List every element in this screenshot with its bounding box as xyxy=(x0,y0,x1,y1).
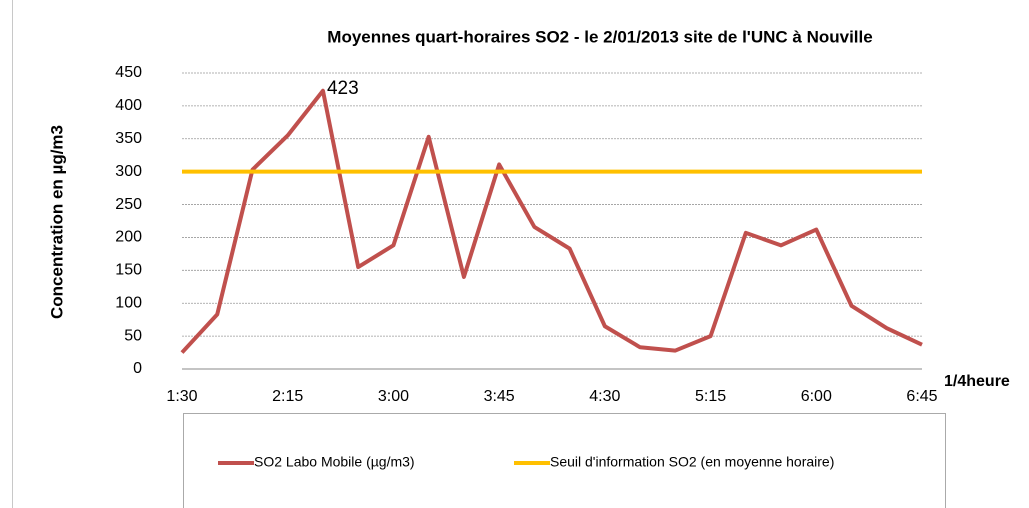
y-tick-label: 150 xyxy=(115,262,142,279)
chart-border xyxy=(12,0,1029,508)
x-tick-label: 2:15 xyxy=(272,388,303,405)
x-tick-label: 3:45 xyxy=(484,388,515,405)
legend-label: SO2 Labo Mobile (µg/m3) xyxy=(254,454,415,470)
x-axis-label: 1/4heure xyxy=(944,373,1010,390)
y-tick-label: 250 xyxy=(115,196,142,213)
x-tick-label: 5:15 xyxy=(695,388,726,405)
y-tick-label: 350 xyxy=(115,130,142,147)
y-tick-label: 200 xyxy=(115,229,142,246)
y-tick-label: 450 xyxy=(115,64,142,81)
y-tick-label: 100 xyxy=(115,294,142,311)
x-tick-label: 6:00 xyxy=(801,388,832,405)
chart-title: Moyennes quart-horaires SO2 - le 2/01/20… xyxy=(327,27,872,46)
legend-box xyxy=(183,413,946,508)
y-axis-label: Concentration en µg/m3 xyxy=(47,125,66,319)
data-line xyxy=(180,88,923,354)
x-tick-label: 4:30 xyxy=(589,388,620,405)
y-tick-label: 400 xyxy=(115,97,142,114)
data-label: 423 xyxy=(327,78,359,99)
x-tick-label: 3:00 xyxy=(378,388,409,405)
x-tick-label: 6:45 xyxy=(906,388,937,405)
y-tick-label: 300 xyxy=(115,163,142,180)
y-tick-label: 0 xyxy=(133,360,142,377)
y-tick-label: 50 xyxy=(124,327,142,344)
legend-label: Seuil d'information SO2 (en moyenne hora… xyxy=(550,454,834,470)
x-tick-label: 1:30 xyxy=(166,388,197,405)
